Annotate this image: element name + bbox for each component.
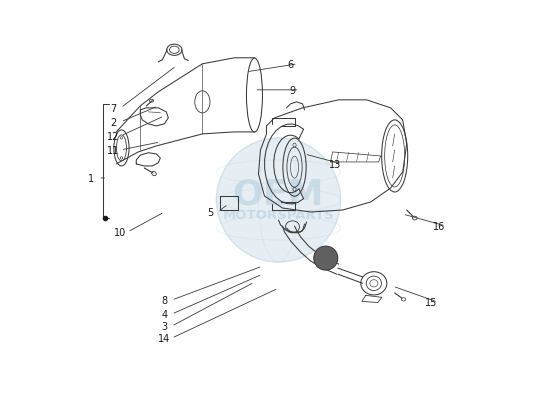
Text: 2: 2 (110, 117, 116, 128)
Circle shape (217, 139, 340, 262)
Text: 1: 1 (88, 174, 94, 184)
Text: 8: 8 (162, 296, 168, 306)
Text: 7: 7 (110, 103, 116, 113)
Text: 13: 13 (329, 160, 341, 170)
Text: OEM: OEM (233, 178, 324, 211)
Text: 16: 16 (433, 221, 445, 231)
Text: 9: 9 (290, 86, 296, 95)
Text: MOTORSPARTS: MOTORSPARTS (223, 208, 334, 221)
Text: 3: 3 (162, 321, 168, 331)
Circle shape (314, 247, 338, 270)
Text: 15: 15 (424, 298, 437, 308)
Text: 14: 14 (158, 333, 170, 343)
Text: 5: 5 (207, 207, 213, 217)
Text: 11: 11 (108, 146, 120, 156)
Text: 10: 10 (114, 227, 126, 237)
Text: 6: 6 (287, 60, 294, 70)
Text: 4: 4 (162, 310, 168, 319)
Text: 12: 12 (108, 132, 120, 142)
